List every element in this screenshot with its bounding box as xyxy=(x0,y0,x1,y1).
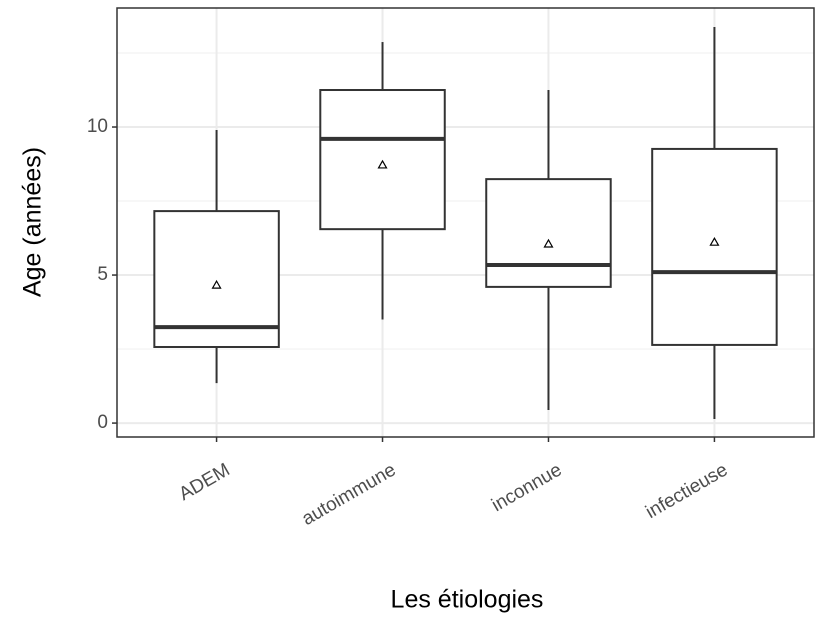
box xyxy=(485,178,612,288)
mean-marker xyxy=(211,279,222,289)
x-tick-label: infectieuse xyxy=(642,459,731,523)
panel-border xyxy=(116,7,815,438)
mean-marker xyxy=(709,236,720,246)
y-tick-label: 0 xyxy=(97,412,108,433)
box xyxy=(153,210,280,348)
x-tick-label: autoimmune xyxy=(298,459,399,529)
y-tick-label: 10 xyxy=(87,116,108,137)
y-tick-label: 5 xyxy=(97,264,108,285)
mean-marker xyxy=(543,238,554,248)
x-tick-label: ADEM xyxy=(176,459,234,505)
box xyxy=(651,147,778,346)
box xyxy=(319,89,446,231)
y-axis-label: Age (années) xyxy=(19,147,47,297)
mean-marker xyxy=(377,159,388,169)
x-axis-label: Les étiologies xyxy=(391,586,544,614)
x-tick-label: inconnue xyxy=(488,459,565,516)
